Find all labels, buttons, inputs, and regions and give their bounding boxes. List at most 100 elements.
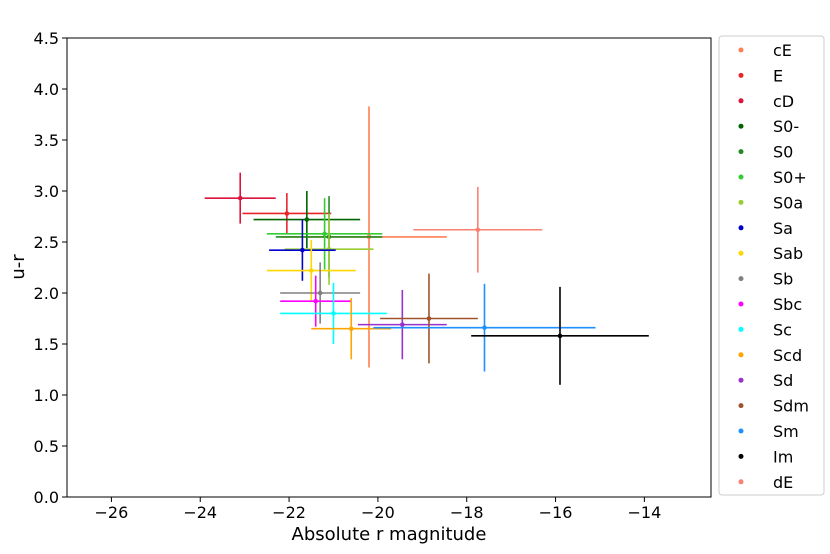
y-axis-label: u-r [8,254,29,280]
x-tick-label: −22 [272,503,306,522]
legend-marker [738,72,744,78]
series-s0a-point [284,213,374,285]
x-tick-label: −20 [361,503,395,522]
series-sbc-point [280,275,352,327]
series-e-point [242,193,332,234]
series-sab-point [266,239,356,302]
legend-label: Sd [773,371,793,390]
data-point [557,333,563,339]
legend-marker [738,352,744,358]
legend-marker [738,174,744,180]
legend-label: dE [773,473,793,492]
legend-marker [738,123,744,129]
plot-area [67,38,711,497]
data-point [482,325,487,330]
legend-frame [718,35,825,496]
legend-item: Sb [738,270,793,289]
legend-marker [738,479,744,485]
x-tick-label: −26 [95,503,129,522]
legend-item: Sa [738,219,793,238]
data-point [331,311,336,316]
series-s0--point [266,198,383,270]
series-sdm-point [380,273,478,364]
legend-marker [738,47,744,53]
legend-marker [738,326,744,332]
series-s0--point [253,191,361,249]
y-tick-label: 4.5 [34,29,59,48]
x-tick-label: −14 [627,503,661,522]
legend-item: S0- [738,117,799,136]
y-axis: 0.0 0.5 1.0 1.5 2.0 2.5 3.0 3.5 4.0 4.5 [34,29,67,507]
legend-item: Sc [738,320,792,339]
legend-item: Sab [738,244,803,263]
legend-item: Sdm [738,397,809,416]
legend-label: Sm [773,422,799,441]
legend-item: Sm [738,422,799,441]
y-tick-label: 2.0 [34,284,59,303]
legend-label: E [773,66,783,85]
data-point [400,322,405,327]
legend-label: Sbc [773,295,802,314]
legend-marker [738,225,744,231]
legend-marker [738,403,744,409]
legend-label: Sdm [773,397,809,416]
legend-marker [738,377,744,383]
legend-marker [738,428,744,434]
y-tick-label: 3.0 [34,182,59,201]
legend-item: Im [738,447,793,466]
data-point [308,268,314,273]
x-tick-label: −18 [450,503,484,522]
legend-item: E [738,66,783,85]
legend-marker [738,149,744,155]
data-point [317,290,323,296]
data-point [426,316,432,321]
data-point [237,195,243,201]
legend-label: Sc [773,320,792,339]
legend-label: Im [773,447,793,466]
x-axis: −26 −24 −22 −20 −18 −16 −14 [95,497,661,522]
legend-marker [738,98,744,104]
legend-label: S0 [773,143,793,162]
legend-marker [738,199,744,205]
y-tick-label: 1.5 [34,335,59,354]
legend-marker [738,301,744,307]
series-scd-point [311,298,392,360]
y-tick-label: 2.5 [34,233,59,252]
x-tick-label: −24 [183,503,217,522]
legend-item: S0+ [738,168,807,187]
data-point [475,227,481,233]
legend-item: S0 [738,143,793,162]
legend-marker [738,453,744,459]
legend-item: dE [738,473,793,492]
data-point [348,326,354,332]
data-point [300,247,305,253]
data-point [284,211,290,216]
series-sc-point [280,282,387,344]
legend-label: cE [773,41,792,60]
y-tick-label: 3.5 [34,131,59,150]
legend-item: Sd [738,371,793,390]
legend-label: Sb [773,270,793,289]
series-de-point [413,186,543,273]
series-cd-point [204,172,276,224]
legend-label: Sab [773,244,803,263]
legend: cE EcD S0- S0 S0+ S0a Sa Sab Sb Sbc Sc Scd Sd Sdm Sm Im… [718,35,825,496]
legend-item: cD [738,92,794,111]
legend-marker [738,250,744,256]
legend-item: S0a [738,193,803,212]
legend-label: Scd [773,346,802,365]
legend-label: S0+ [773,168,807,187]
legend-marker [738,276,744,282]
legend-item: Scd [738,346,802,365]
data-point [313,298,319,304]
legend-label: S0- [773,117,799,136]
x-tick-label: −16 [539,503,573,522]
series-sm-point [373,283,596,372]
x-axis-label: Absolute r magnitude [292,524,487,545]
legend-label: Sa [773,219,793,238]
legend-item: Sbc [738,295,802,314]
y-tick-label: 0.5 [34,437,59,456]
series-im-point [471,286,649,385]
plot-frame [66,37,712,498]
